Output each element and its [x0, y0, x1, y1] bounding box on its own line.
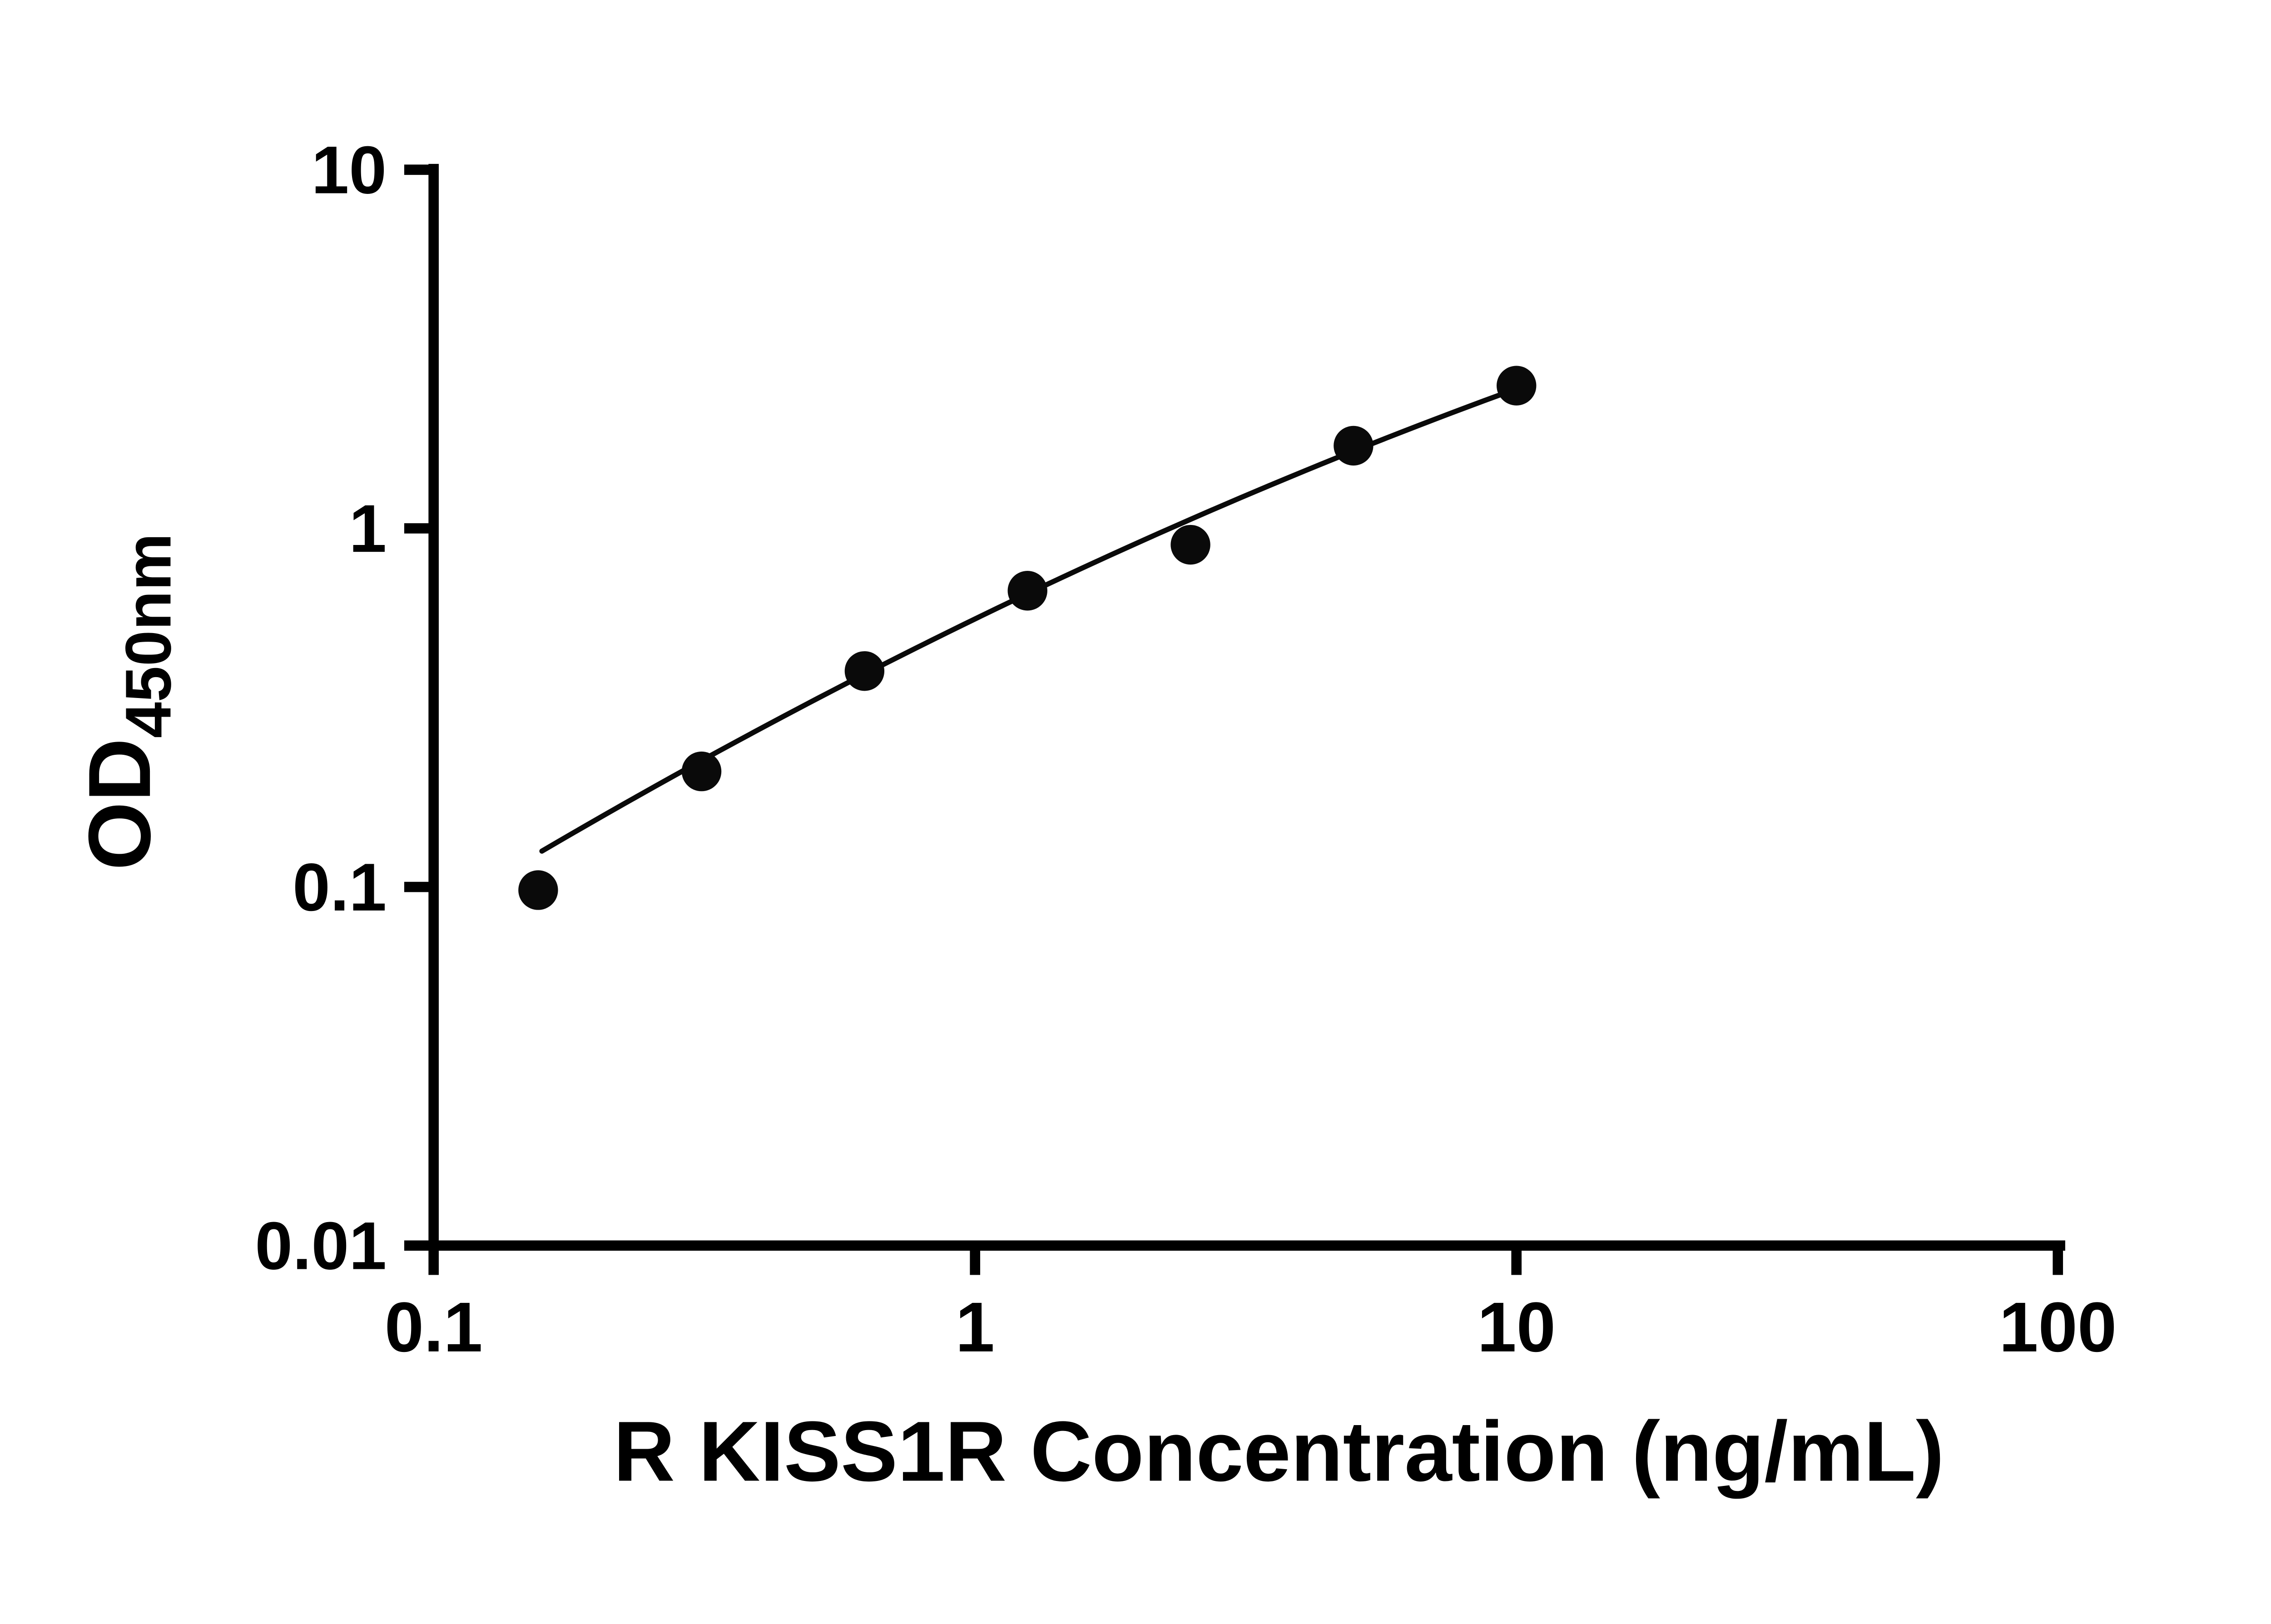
- x-tick-label: 0.1: [385, 1287, 483, 1367]
- data-points: [518, 366, 1537, 910]
- axes: [428, 163, 2065, 1251]
- data-point: [681, 751, 722, 792]
- y-tick-label: 0.1: [293, 849, 387, 925]
- axis-spine: [428, 163, 2065, 1251]
- y-axis-title-main: OD: [70, 738, 169, 870]
- y-axis-title-subscript: 450nm: [112, 533, 184, 738]
- x-tick-label: 1: [956, 1287, 995, 1367]
- data-point: [518, 870, 558, 910]
- y-tick-label: 1: [349, 490, 387, 566]
- x-tick-label: 100: [1999, 1287, 2117, 1367]
- data-point: [1007, 571, 1047, 611]
- x-tick-label: 10: [1477, 1287, 1556, 1367]
- y-tick-label: 0.01: [255, 1208, 387, 1283]
- data-point: [1497, 366, 1537, 406]
- tick-marks: [404, 164, 2063, 1275]
- data-point: [1170, 525, 1210, 565]
- y-tick-label: 10: [312, 132, 387, 208]
- data-point: [1334, 426, 1374, 466]
- x-axis-title: R KISS1R Concentration (ng/mL): [614, 1403, 1944, 1499]
- data-point: [844, 651, 885, 691]
- y-axis-title: OD450nm: [70, 533, 184, 870]
